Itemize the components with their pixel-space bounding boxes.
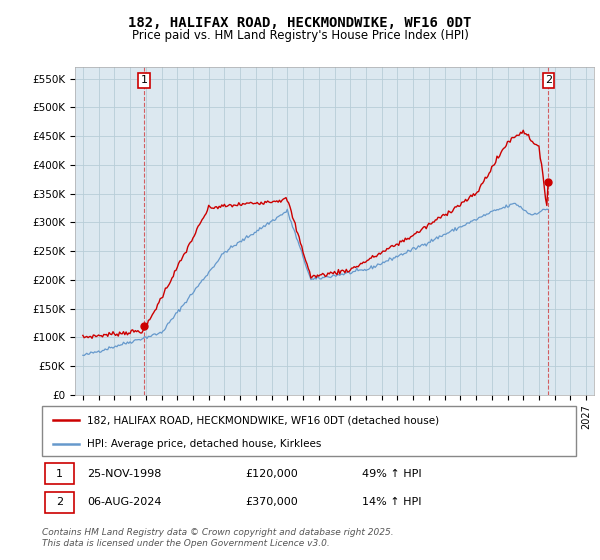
Text: This data is licensed under the Open Government Licence v3.0.: This data is licensed under the Open Gov… [42,539,330,548]
Text: 06-AUG-2024: 06-AUG-2024 [88,497,162,507]
FancyBboxPatch shape [44,492,74,513]
Text: 1: 1 [56,469,63,479]
Text: 182, HALIFAX ROAD, HECKMONDWIKE, WF16 0DT: 182, HALIFAX ROAD, HECKMONDWIKE, WF16 0D… [128,16,472,30]
Text: 49% ↑ HPI: 49% ↑ HPI [362,469,422,479]
Text: 14% ↑ HPI: 14% ↑ HPI [362,497,422,507]
FancyBboxPatch shape [42,406,576,456]
FancyBboxPatch shape [44,463,74,484]
Text: £370,000: £370,000 [245,497,298,507]
Text: Price paid vs. HM Land Registry's House Price Index (HPI): Price paid vs. HM Land Registry's House … [131,29,469,42]
Text: Contains HM Land Registry data © Crown copyright and database right 2025.: Contains HM Land Registry data © Crown c… [42,528,394,536]
Text: £120,000: £120,000 [245,469,298,479]
Text: HPI: Average price, detached house, Kirklees: HPI: Average price, detached house, Kirk… [88,439,322,449]
Text: 2: 2 [545,76,552,85]
Text: 1: 1 [141,76,148,85]
Text: 182, HALIFAX ROAD, HECKMONDWIKE, WF16 0DT (detached house): 182, HALIFAX ROAD, HECKMONDWIKE, WF16 0D… [88,415,440,425]
Text: 2: 2 [56,497,63,507]
Text: 25-NOV-1998: 25-NOV-1998 [88,469,162,479]
